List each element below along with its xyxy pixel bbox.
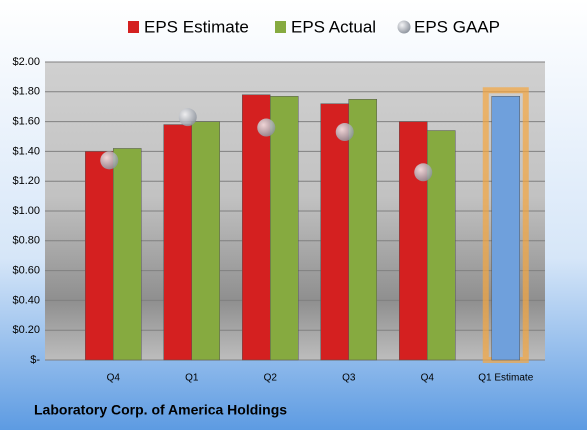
legend-swatch (275, 21, 286, 33)
legend-label: EPS GAAP (414, 17, 500, 36)
x-tick-label: Q1 Estimate (478, 373, 533, 384)
bar (399, 121, 428, 361)
y-tick-label: $- (30, 354, 40, 366)
bar (242, 94, 271, 361)
y-tick-label: $1.40 (12, 145, 40, 157)
bar (191, 121, 220, 361)
legend-swatch (397, 20, 411, 34)
bar (427, 130, 456, 361)
y-tick-label: $0.20 (12, 324, 40, 336)
y-tick-label: $2.00 (12, 56, 40, 68)
bar (491, 96, 520, 361)
x-tick-label: Q3 (342, 373, 356, 384)
y-tick-label: $0.60 (12, 265, 40, 277)
gaap-marker (414, 163, 433, 182)
y-tick-label: $0.40 (12, 294, 40, 306)
legend-label: EPS Estimate (144, 17, 249, 36)
y-tick-label: $0.80 (12, 235, 40, 247)
bar (113, 148, 142, 361)
legend-swatch (128, 21, 139, 33)
gaap-marker (178, 108, 197, 127)
bar (163, 124, 192, 361)
gaap-marker (257, 118, 276, 137)
x-tick-label: Q4 (421, 373, 435, 384)
y-tick-label: $1.20 (12, 175, 40, 187)
x-tick-label: Q1 (185, 373, 199, 384)
gaap-marker (100, 151, 119, 170)
y-tick-label: $1.80 (12, 86, 40, 98)
gaap-marker (335, 123, 354, 142)
bar (270, 96, 299, 361)
bar (320, 103, 349, 361)
bar (85, 151, 114, 361)
y-tick-label: $1.60 (12, 116, 40, 128)
x-tick-label: Q2 (264, 373, 278, 384)
y-tick-label: $1.00 (12, 205, 40, 217)
bar (348, 99, 377, 361)
x-tick-label: Q4 (107, 373, 121, 384)
chart-title: Laboratory Corp. of America Holdings (34, 402, 287, 418)
legend-label: EPS Actual (291, 17, 376, 36)
